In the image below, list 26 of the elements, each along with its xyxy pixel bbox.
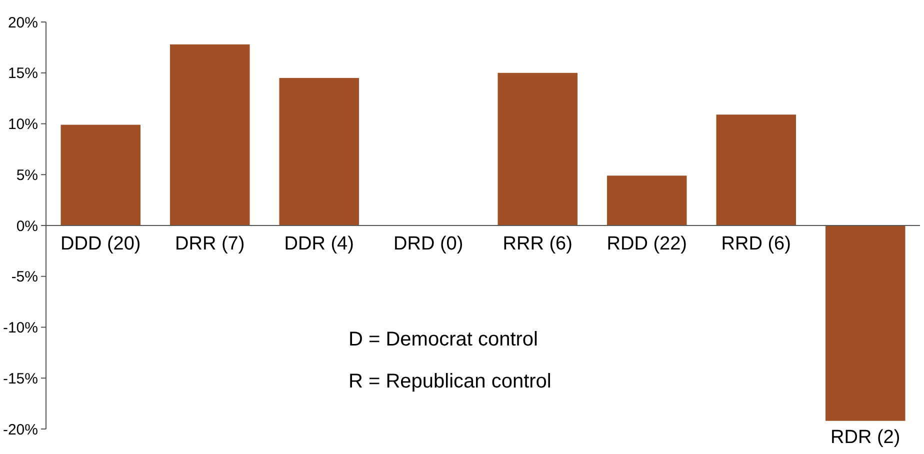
x-tick-label: RRR (6) xyxy=(502,234,572,254)
y-tick-label: 10% xyxy=(8,116,38,133)
bar xyxy=(716,114,796,226)
y-tick-label: -15% xyxy=(2,370,38,388)
y-tick-label: 15% xyxy=(8,65,38,82)
bar xyxy=(498,72,578,226)
annotation: D = Democrat control xyxy=(348,328,538,351)
x-tick-label: DDR (4) xyxy=(284,234,354,254)
x-tick-label: RDR (2) xyxy=(830,426,900,448)
annotation: R = Republican control xyxy=(348,370,552,393)
bar xyxy=(279,78,359,226)
y-tick-label: -20% xyxy=(2,421,38,438)
x-tick-label: DRD (0) xyxy=(394,234,464,254)
y-tick-label: -10% xyxy=(2,320,38,336)
bar xyxy=(826,226,906,421)
bar xyxy=(60,124,140,226)
bar xyxy=(170,44,250,226)
x-tick-label: RRD (6) xyxy=(721,234,791,254)
y-tick-label: 20% xyxy=(8,14,38,32)
bar xyxy=(607,176,687,226)
x-tick-label: DDD (20) xyxy=(60,234,141,254)
y-tick-label: 0% xyxy=(16,218,38,235)
y-tick-label: 5% xyxy=(16,166,38,184)
x-tick-label: RDD (22) xyxy=(606,234,687,254)
x-tick-label: DRR (7) xyxy=(175,234,245,254)
y-tick-label: -5% xyxy=(11,268,38,286)
